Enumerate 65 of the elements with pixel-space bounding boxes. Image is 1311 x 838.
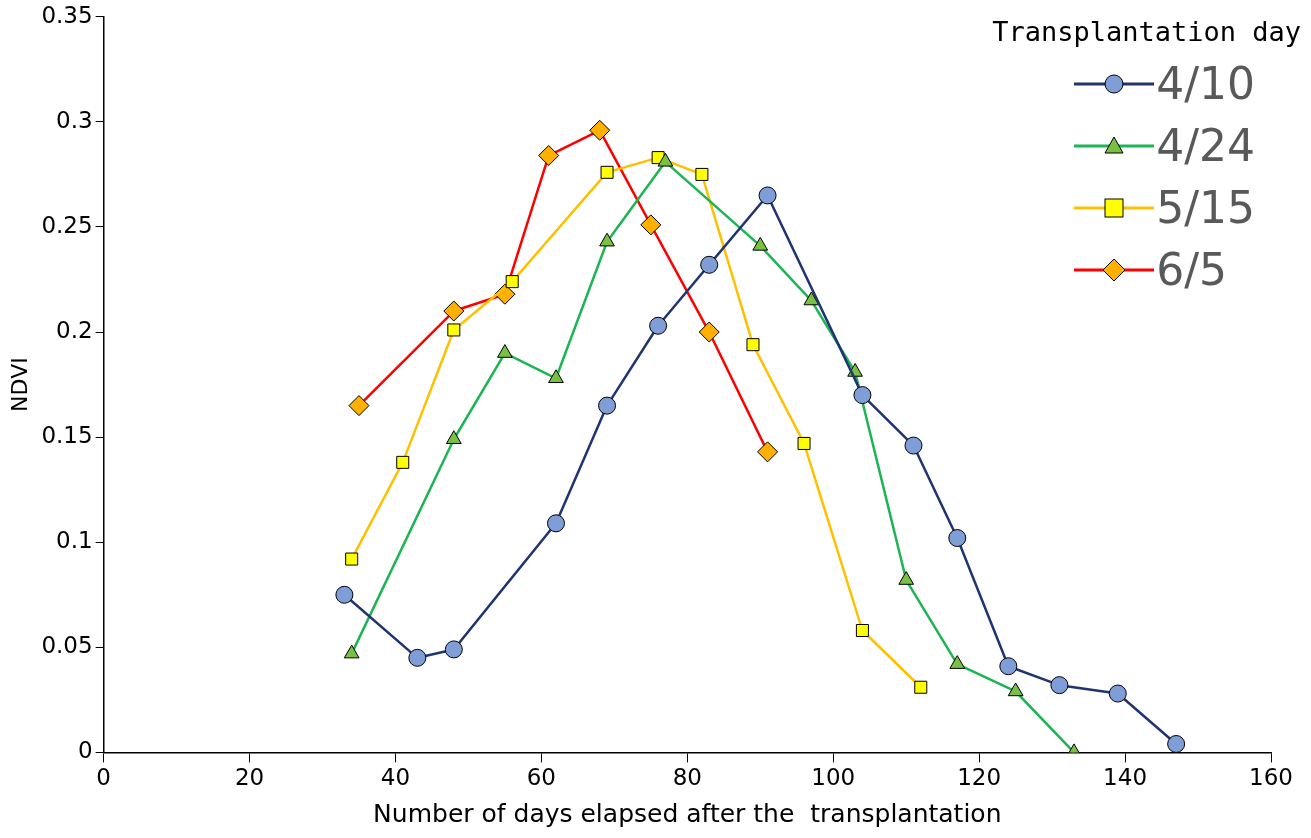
point	[1007, 682, 1024, 697]
y-tick-label: 0	[77, 737, 93, 764]
y-axis-title: NDVI	[6, 357, 32, 412]
point	[797, 436, 811, 450]
point	[649, 316, 668, 335]
x-tick-label: 60	[526, 764, 557, 791]
y-tick-label: 0.1	[56, 527, 93, 554]
point	[538, 145, 560, 167]
point	[408, 648, 427, 667]
point	[803, 291, 820, 306]
point	[999, 657, 1018, 676]
legend-label: 6/5	[1156, 243, 1227, 297]
point	[1050, 676, 1069, 695]
point	[948, 529, 967, 548]
legend-label: 5/15	[1156, 181, 1255, 235]
point	[757, 441, 779, 463]
x-tick-label: 40	[380, 764, 411, 791]
point	[546, 514, 565, 533]
point	[640, 214, 662, 236]
point	[447, 323, 461, 337]
point	[700, 255, 719, 274]
point	[1167, 734, 1186, 753]
point	[396, 455, 410, 469]
point	[600, 165, 614, 179]
x-tick-label: 100	[811, 764, 856, 791]
x-axis-title: Number of days elapsed after the transplantation	[373, 798, 1002, 828]
point	[445, 430, 462, 444]
point	[335, 585, 354, 604]
legend-label: 4/24	[1156, 119, 1255, 173]
point	[343, 644, 360, 659]
y-tick-label: 0.3	[56, 106, 93, 133]
point	[949, 655, 966, 669]
point	[698, 321, 720, 343]
point	[853, 386, 872, 405]
point	[855, 623, 869, 638]
x-tick-label: 120	[957, 764, 1002, 791]
point	[746, 338, 760, 352]
point	[1108, 684, 1127, 703]
legend-label: 4/10	[1156, 57, 1255, 111]
point	[348, 395, 370, 417]
x-tick-label: 20	[234, 764, 265, 791]
x-tick-label: 0	[96, 764, 111, 791]
y-tick-label: 0.15	[41, 422, 93, 449]
y-tick-label: 0.35	[41, 1, 93, 28]
y-tick-label: 0.2	[56, 317, 93, 344]
point	[548, 369, 564, 384]
point	[505, 275, 519, 289]
point	[758, 186, 777, 205]
point	[589, 119, 611, 141]
legend-title: Transplantation day	[992, 16, 1301, 47]
point	[898, 571, 915, 585]
point	[444, 640, 463, 659]
x-tick-label: 140	[1103, 764, 1148, 791]
x-tick-label: 160	[1249, 764, 1293, 791]
x-tick-label: 80	[672, 764, 702, 791]
point	[598, 396, 617, 415]
point	[497, 344, 513, 358]
point	[914, 680, 928, 694]
y-tick-label: 0.05	[41, 632, 93, 659]
y-tick-label: 0.25	[41, 211, 93, 238]
point	[345, 552, 359, 566]
point	[443, 300, 465, 322]
point	[599, 232, 615, 247]
point	[904, 436, 923, 455]
point	[695, 167, 709, 181]
